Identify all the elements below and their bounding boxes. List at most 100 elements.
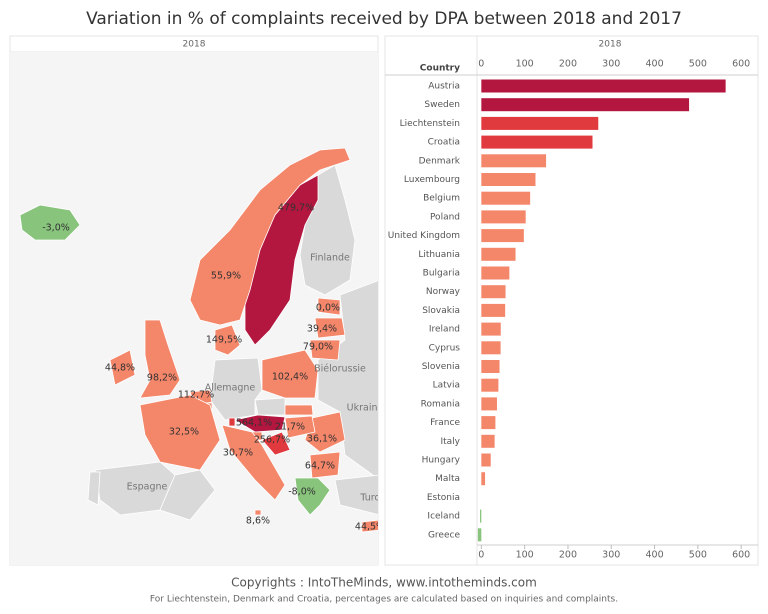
map-region (221, 424, 286, 501)
bar-panel (384, 35, 759, 566)
map-value-label: 112,7% (178, 390, 214, 401)
map-region (228, 417, 236, 427)
map-value-label: -8,0% (288, 487, 316, 498)
x-tick-label: 400 (645, 550, 663, 561)
x-tick-label: 500 (689, 59, 707, 70)
x-tick-label: 100 (516, 59, 534, 70)
place-label: Turc (359, 493, 379, 504)
x-tick-label: 200 (559, 59, 577, 70)
map-region (254, 509, 262, 516)
map-region (309, 339, 341, 361)
bar (481, 453, 491, 467)
y-tick-label: Slovenia (422, 362, 460, 372)
y-tick-label: Cyprus (429, 343, 461, 353)
map: Finlande Biélorussie Allemagne Ukraine Espag… (10, 52, 385, 565)
y-tick-label: Lithuania (418, 250, 460, 260)
land (159, 469, 216, 521)
copyright: Copyrights : IntoTheMinds, www.intothemi… (231, 576, 537, 590)
map-value-label: 102,4% (272, 372, 308, 383)
y-tick-label: Estonia (427, 493, 460, 503)
x-tick-label: 100 (516, 550, 534, 561)
land (209, 357, 263, 421)
y-tick-label: Liechtenstein (400, 119, 460, 129)
y-tick-label: Poland (430, 212, 460, 222)
bar (481, 79, 726, 93)
map-value-label: 55,9% (211, 271, 241, 282)
x-tick-label: 400 (645, 59, 663, 70)
map-value-label: 44,8% (105, 363, 135, 374)
map-value-label: 79,0% (303, 342, 333, 353)
x-tick-label: 0 (478, 59, 484, 70)
map-region (189, 147, 351, 326)
y-tick-label: Greece (428, 530, 460, 540)
y-tick-label: France (430, 418, 460, 428)
map-value-label: 256,7% (254, 435, 290, 446)
bar (481, 173, 536, 186)
place-label: Allemagne (205, 383, 256, 394)
map-region (139, 319, 181, 399)
place-label: Finlande (310, 253, 350, 264)
bar (481, 229, 524, 243)
bar (481, 154, 547, 168)
place-label: Ukraine (347, 403, 384, 414)
bar (481, 416, 496, 430)
map-region (309, 451, 341, 479)
map-value-label: -3,0% (42, 223, 70, 234)
map-value-label: 64,7% (305, 461, 335, 472)
y-tick-label: Luxembourg (404, 175, 460, 185)
y-tick-label: Slovakia (422, 306, 460, 316)
map-region (314, 317, 346, 339)
y-tick-label: Denmark (419, 156, 461, 166)
y-tick-label: Latvia (433, 381, 460, 391)
map-title: 2018 (183, 40, 206, 50)
map-region (361, 519, 378, 533)
bar (481, 210, 526, 224)
bar (481, 341, 501, 355)
bar (481, 98, 690, 112)
y-tick-label: Croatia (428, 138, 460, 148)
map-value-label: 149,5% (206, 335, 242, 346)
map-value-label: 21,7% (275, 422, 305, 433)
place-label: Espagne (127, 482, 168, 493)
bar (481, 247, 516, 261)
bar (481, 378, 499, 392)
map-region (109, 349, 136, 386)
map-value-label: 30,7% (223, 448, 253, 459)
bar (481, 135, 593, 149)
x-tick-label: 600 (732, 59, 750, 70)
y-tick-label: Sweden (424, 100, 460, 110)
map-value-label: 0,0% (316, 303, 340, 314)
y-tick-label: Iceland (427, 512, 460, 522)
y-tick-label: Norway (426, 287, 461, 297)
map-region (284, 415, 316, 439)
map-region (19, 204, 81, 241)
y-tick-label: Italy (440, 437, 460, 447)
y-tick-label: Malta (435, 474, 460, 484)
y-tick-label: Ireland (429, 325, 460, 335)
map-region (233, 414, 286, 433)
x-tick-label: 500 (689, 550, 707, 561)
x-tick-label: 200 (559, 550, 577, 561)
bar (481, 116, 599, 130)
bar (481, 360, 500, 373)
map-value-label: 36,1% (307, 434, 337, 445)
map-value-label: 44,5% (355, 522, 385, 533)
map-region (139, 394, 221, 471)
x-tick-label: 600 (732, 550, 750, 561)
map-value-label: 32,5% (169, 427, 199, 438)
bar (481, 472, 486, 486)
bar (481, 434, 495, 448)
map-region (261, 349, 319, 399)
land (334, 474, 378, 515)
map-value-label: 479,7% (278, 203, 314, 214)
map-value-label: 8,6% (246, 516, 270, 527)
map-region (284, 404, 314, 416)
bar (481, 191, 531, 205)
map-region (261, 431, 291, 456)
map-region (317, 297, 341, 316)
bar (480, 509, 482, 523)
map-value-label: 564,1% (236, 418, 272, 429)
bar (481, 285, 506, 299)
bar (477, 528, 482, 542)
